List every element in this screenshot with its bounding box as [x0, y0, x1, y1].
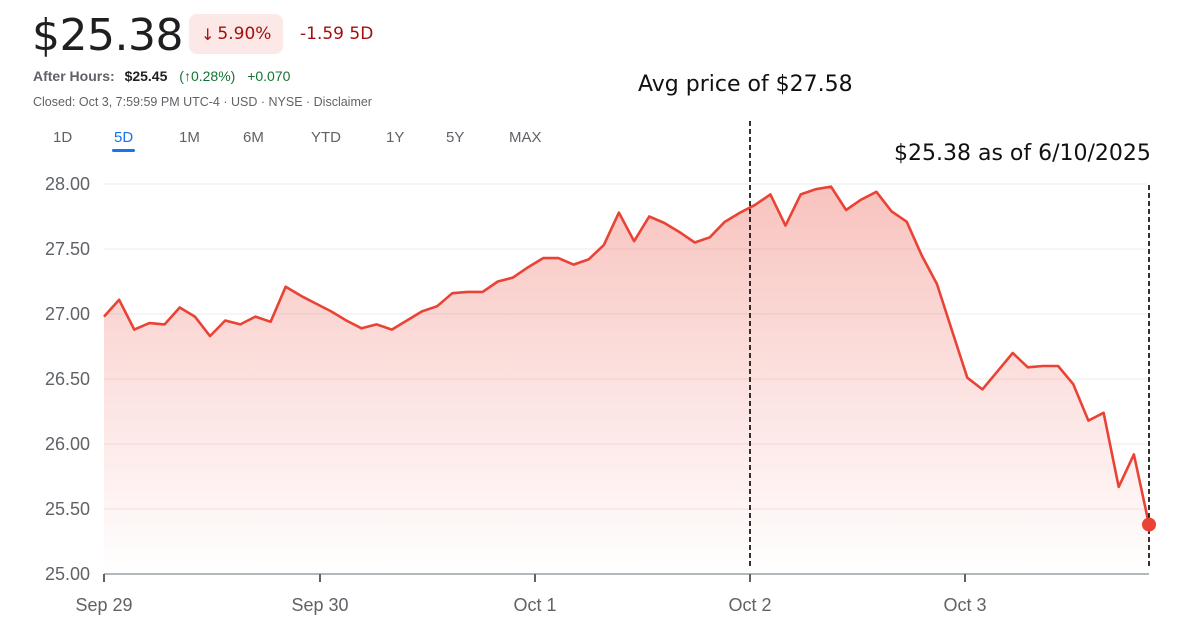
market-status[interactable]: Closed: Oct 3, 7:59:59 PM UTC-4 · USD · …	[33, 95, 372, 109]
tab-1y[interactable]: 1Y	[386, 129, 405, 146]
after-hours-row: After Hours: $25.45 (↑0.28%) +0.070	[33, 68, 290, 84]
y-tick-label: 27.50	[45, 239, 90, 259]
arrow-down-icon: ↓	[201, 24, 215, 44]
last-price-annotation: $25.38 as of 6/10/2025	[894, 141, 1151, 166]
tab-5y[interactable]: 5Y	[446, 129, 465, 146]
tab-max[interactable]: MAX	[509, 129, 542, 146]
tab-5d[interactable]: 5D	[111, 129, 136, 152]
y-tick-label: 25.50	[45, 499, 90, 519]
y-tick-label: 26.00	[45, 434, 90, 454]
y-tick-label: 25.00	[45, 564, 90, 584]
after-hours-percent: (↑0.28%)	[179, 68, 236, 84]
last-point-dot[interactable]	[1142, 517, 1156, 532]
after-hours-change: +0.070	[247, 68, 291, 84]
tab-1m[interactable]: 1M	[179, 129, 200, 146]
change-percent-badge: ↓ 5.90%	[189, 14, 284, 54]
after-hours-price: $25.45	[124, 68, 168, 84]
x-tick-label: Sep 29	[75, 595, 132, 615]
x-tick-label: Oct 3	[943, 595, 986, 615]
x-tick-label: Sep 30	[291, 595, 348, 615]
x-tick-label: Oct 2	[728, 595, 771, 615]
y-tick-label: 28.00	[45, 174, 90, 194]
avg-price-annotation: Avg price of $27.58	[638, 72, 853, 97]
change-percent: 5.90%	[217, 24, 272, 44]
x-axis: Sep 29 Sep 30 Oct 1 Oct 2 Oct 3	[75, 574, 987, 615]
change-absolute: -1.59 5D	[300, 24, 374, 44]
y-tick-label: 27.00	[45, 304, 90, 324]
current-price: $25.38	[32, 10, 183, 61]
price-area	[104, 186, 1149, 574]
after-hours-label: After Hours:	[33, 68, 115, 84]
tab-1d[interactable]: 1D	[53, 129, 73, 146]
price-line	[103, 185, 1151, 525]
x-tick-label: Oct 1	[513, 595, 556, 615]
tab-ytd[interactable]: YTD	[311, 129, 341, 146]
y-axis: 28.00 27.50 27.00 26.50 26.00 25.50 25.00	[45, 174, 90, 584]
tab-6m[interactable]: 6M	[243, 129, 264, 146]
y-tick-label: 26.50	[45, 369, 90, 389]
